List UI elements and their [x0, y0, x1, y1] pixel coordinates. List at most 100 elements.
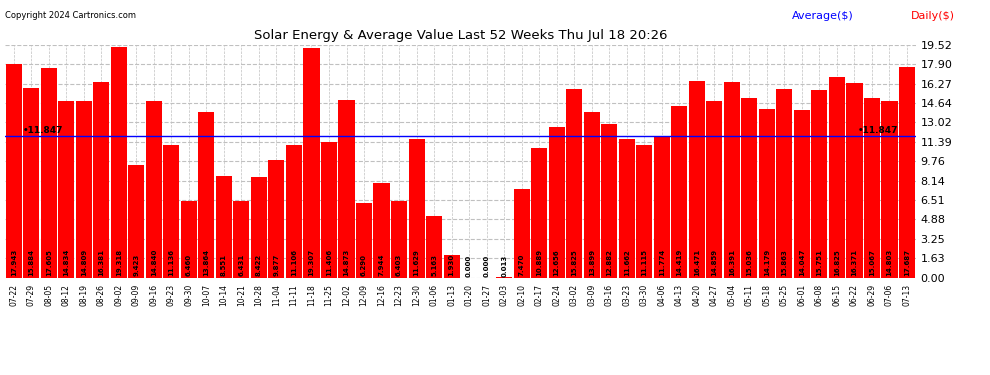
Text: 7.470: 7.470 — [519, 254, 525, 276]
Bar — [216, 176, 232, 278]
Text: 14.873: 14.873 — [344, 249, 349, 276]
Bar — [426, 216, 443, 278]
Text: 11.406: 11.406 — [326, 249, 332, 276]
Text: 11.136: 11.136 — [168, 249, 174, 276]
Text: 0.000: 0.000 — [466, 255, 472, 277]
Bar — [6, 64, 22, 278]
Bar — [548, 127, 564, 278]
Text: 14.809: 14.809 — [81, 249, 87, 276]
Text: 15.863: 15.863 — [781, 249, 787, 276]
Text: 9.877: 9.877 — [273, 254, 279, 276]
Bar — [601, 124, 618, 278]
Text: 15.884: 15.884 — [29, 249, 35, 276]
Bar — [23, 88, 40, 278]
Bar — [776, 88, 792, 278]
Bar — [584, 112, 600, 278]
Text: 16.825: 16.825 — [834, 249, 840, 276]
Text: Average($): Average($) — [792, 11, 853, 21]
Text: 14.419: 14.419 — [676, 249, 682, 276]
Bar — [391, 201, 407, 278]
Bar — [234, 201, 249, 278]
Text: 16.381: 16.381 — [98, 249, 104, 276]
Text: 6.290: 6.290 — [361, 254, 367, 276]
Bar — [812, 90, 828, 278]
Text: •11.847: •11.847 — [857, 126, 898, 135]
Text: 10.889: 10.889 — [537, 249, 543, 276]
Bar — [339, 100, 354, 278]
Text: 11.629: 11.629 — [414, 249, 420, 276]
Bar — [268, 160, 284, 278]
Bar — [286, 145, 302, 278]
Bar — [566, 89, 582, 278]
Bar — [846, 82, 862, 278]
Text: 1.930: 1.930 — [448, 254, 454, 276]
Bar — [899, 67, 915, 278]
Text: 6.460: 6.460 — [186, 254, 192, 276]
Text: 14.859: 14.859 — [712, 249, 718, 276]
Text: 9.423: 9.423 — [134, 254, 140, 276]
Text: 19.318: 19.318 — [116, 249, 122, 276]
Text: 8.422: 8.422 — [256, 254, 262, 276]
Text: 13.899: 13.899 — [589, 249, 595, 276]
Bar — [829, 77, 845, 278]
Text: 11.774: 11.774 — [658, 249, 664, 276]
Bar — [93, 82, 109, 278]
Bar — [321, 142, 337, 278]
Bar — [724, 82, 740, 278]
Text: 14.834: 14.834 — [63, 249, 69, 276]
Text: 5.163: 5.163 — [431, 254, 437, 276]
Text: 14.047: 14.047 — [799, 249, 805, 276]
Text: 15.067: 15.067 — [869, 249, 875, 276]
Bar — [881, 101, 898, 278]
Bar — [129, 165, 145, 278]
Text: 17.687: 17.687 — [904, 249, 910, 276]
Bar — [514, 189, 530, 278]
Bar — [706, 100, 723, 278]
Bar — [444, 255, 459, 278]
Bar — [409, 139, 425, 278]
Text: 15.825: 15.825 — [571, 249, 577, 276]
Text: 19.307: 19.307 — [309, 249, 315, 276]
Bar — [373, 183, 390, 278]
Text: Copyright 2024 Cartronics.com: Copyright 2024 Cartronics.com — [5, 11, 136, 20]
Bar — [58, 101, 74, 278]
Bar — [356, 202, 372, 278]
Text: 16.371: 16.371 — [851, 249, 857, 276]
Text: 11.662: 11.662 — [624, 249, 630, 276]
Text: 16.471: 16.471 — [694, 249, 700, 276]
Bar — [794, 110, 810, 278]
Text: 17.605: 17.605 — [46, 249, 51, 276]
Text: 14.840: 14.840 — [150, 249, 156, 276]
Bar — [531, 148, 547, 278]
Text: 17.943: 17.943 — [11, 249, 17, 276]
Bar — [303, 48, 320, 278]
Text: 12.882: 12.882 — [606, 249, 612, 276]
Bar — [163, 145, 179, 278]
Bar — [864, 98, 880, 278]
Bar — [75, 101, 92, 278]
Bar — [41, 68, 56, 278]
Bar — [671, 106, 687, 278]
Bar — [250, 177, 267, 278]
Text: 11.115: 11.115 — [642, 249, 647, 276]
Text: 8.551: 8.551 — [221, 254, 227, 276]
Text: 6.431: 6.431 — [239, 254, 245, 276]
Title: Solar Energy & Average Value Last 52 Weeks Thu Jul 18 20:26: Solar Energy & Average Value Last 52 Wee… — [253, 30, 667, 42]
Text: 15.036: 15.036 — [746, 249, 752, 276]
Text: Daily($): Daily($) — [911, 11, 954, 21]
Bar — [111, 47, 127, 278]
Text: 14.179: 14.179 — [764, 249, 770, 276]
Bar — [637, 145, 652, 278]
Text: 0.000: 0.000 — [484, 255, 490, 277]
Bar — [689, 81, 705, 278]
Text: 13.864: 13.864 — [203, 249, 209, 276]
Text: •11.847: •11.847 — [23, 126, 63, 135]
Bar — [758, 109, 775, 278]
Bar — [146, 101, 162, 278]
Bar — [198, 112, 215, 278]
Text: 16.391: 16.391 — [729, 249, 735, 276]
Bar — [742, 98, 757, 278]
Text: 12.656: 12.656 — [553, 250, 559, 276]
Text: 15.751: 15.751 — [817, 249, 823, 276]
Text: 7.944: 7.944 — [378, 254, 384, 276]
